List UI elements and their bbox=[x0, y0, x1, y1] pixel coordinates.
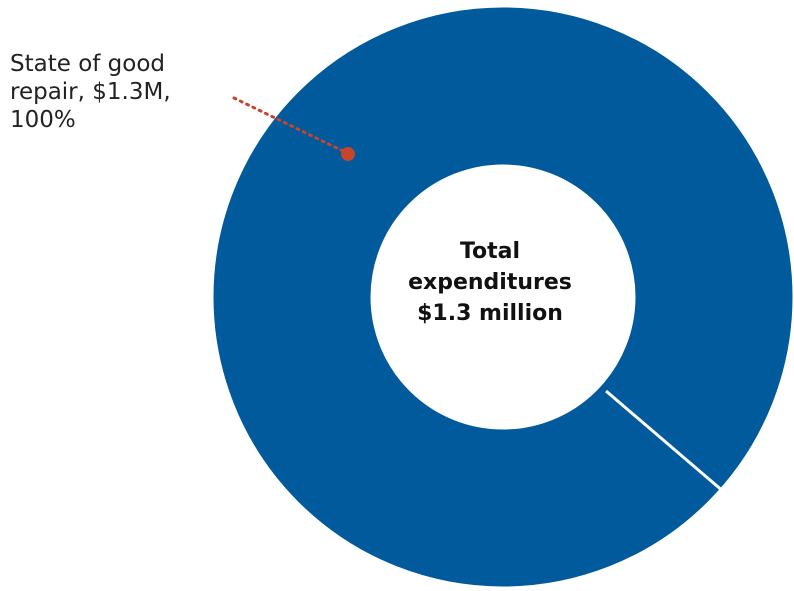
slice-callout-label: State of good repair, $1.3M, 100% bbox=[10, 50, 220, 134]
slice-separator bbox=[605, 389, 725, 494]
center-label-line-2: expenditures bbox=[408, 270, 572, 295]
callout-line-2: repair, $1.3M, bbox=[10, 79, 171, 105]
donut-center-label: Total expenditures $1.3 million bbox=[380, 236, 600, 329]
callout-leader-line bbox=[232, 96, 349, 155]
callout-dot bbox=[341, 147, 355, 161]
center-label-line-3: $1.3 million bbox=[417, 301, 563, 326]
center-label-line-1: Total bbox=[459, 239, 521, 264]
donut-slice-state-of-good-repair[interactable] bbox=[213, 7, 793, 587]
callout-line-1: State of good bbox=[10, 51, 166, 77]
callout-line-3: 100% bbox=[10, 107, 76, 133]
